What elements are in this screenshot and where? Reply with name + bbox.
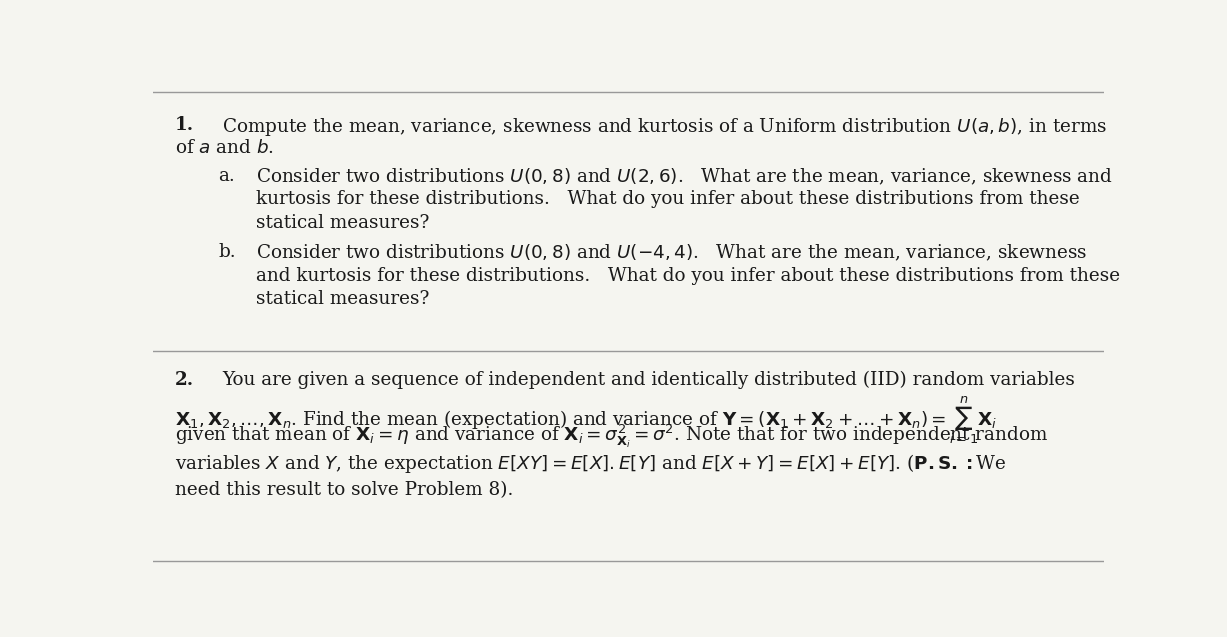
Text: given that mean of $\mathbf{X}_i = \eta$ and variance of $\mathbf{X}_i = \sigma^: given that mean of $\mathbf{X}_i = \eta$…: [175, 423, 1049, 450]
Text: statical measures?: statical measures?: [256, 290, 429, 308]
Text: variables $X$ and $Y$, the expectation $E[XY] = E[X].E[Y]$ and $E[X+Y] = E[X]+E[: variables $X$ and $Y$, the expectation $…: [175, 452, 1007, 475]
Text: kurtosis for these distributions.   What do you infer about these distributions : kurtosis for these distributions. What d…: [256, 190, 1080, 208]
Text: Consider two distributions $U(0,8)$ and $U(2,6)$.   What are the mean, variance,: Consider two distributions $U(0,8)$ and …: [256, 167, 1113, 187]
Text: 2.: 2.: [175, 371, 194, 389]
Text: of $a$ and $b$.: of $a$ and $b$.: [175, 140, 274, 157]
Text: You are given a sequence of independent and identically distributed (IID) random: You are given a sequence of independent …: [222, 371, 1075, 389]
Text: statical measures?: statical measures?: [256, 214, 429, 232]
Text: need this result to solve Problem 8).: need this result to solve Problem 8).: [175, 481, 514, 499]
Text: a.: a.: [218, 167, 234, 185]
Text: b.: b.: [218, 243, 236, 261]
Text: $\mathbf{X}_1, \mathbf{X}_2, \ldots, \mathbf{X}_n$. Find the mean (expectation) : $\mathbf{X}_1, \mathbf{X}_2, \ldots, \ma…: [175, 394, 998, 446]
Text: Compute the mean, variance, skewness and kurtosis of a Uniform distribution $U(a: Compute the mean, variance, skewness and…: [222, 116, 1107, 138]
Text: 1.: 1.: [175, 116, 194, 134]
Text: and kurtosis for these distributions.   What do you infer about these distributi: and kurtosis for these distributions. Wh…: [256, 267, 1120, 285]
Text: Consider two distributions $U(0,8)$ and $U(-4,4)$.   What are the mean, variance: Consider two distributions $U(0,8)$ and …: [256, 243, 1087, 264]
